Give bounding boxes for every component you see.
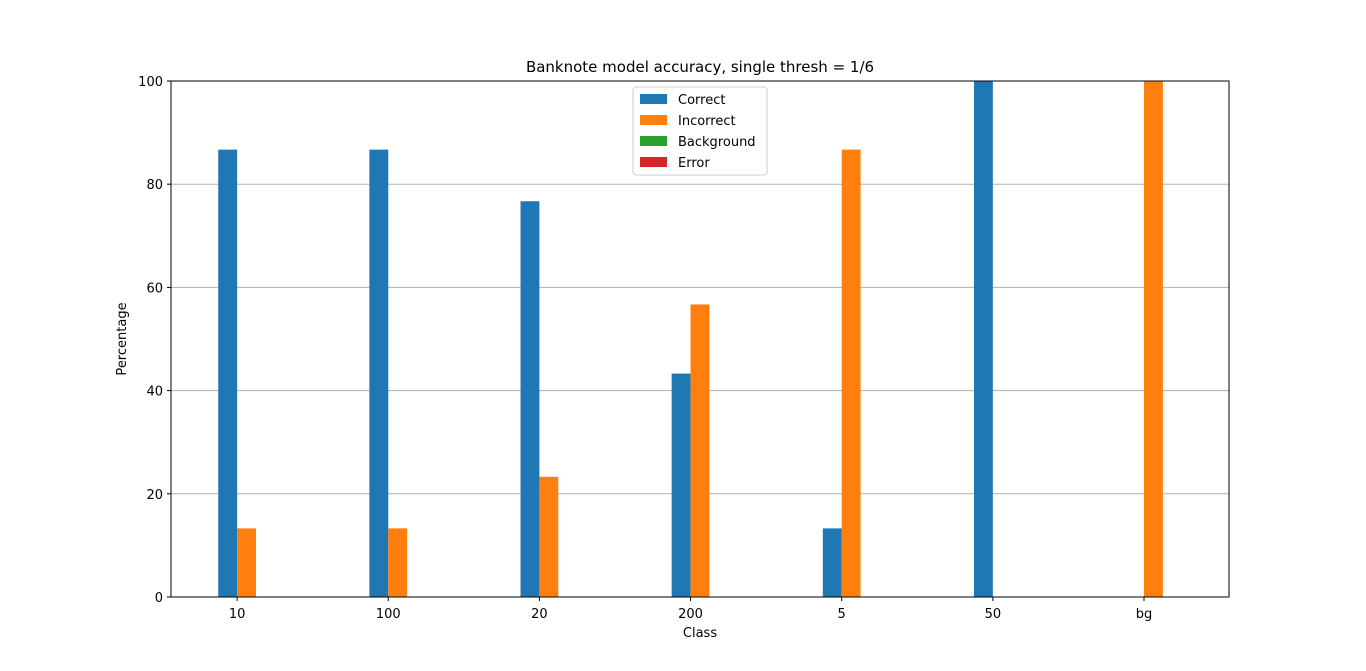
bar-incorrect-10 (237, 528, 257, 597)
legend: Correct Incorrect Background Error (632, 86, 768, 176)
bars (218, 81, 1163, 598)
bar-incorrect-200 (690, 304, 710, 597)
y-tick-label: 0 (155, 591, 163, 606)
legend-swatch-background (640, 136, 667, 146)
bar-correct-10 (218, 149, 238, 598)
bar-correct-50 (973, 81, 993, 597)
y-tick-label: 80 (146, 178, 163, 193)
bar-incorrect-bg (1143, 81, 1163, 597)
legend-label-correct: Correct (678, 93, 725, 108)
x-tick-label: 5 (838, 607, 846, 622)
bar-correct-100 (369, 149, 389, 598)
y-tick-label: 100 (138, 75, 163, 90)
y-axis-label: Percentage (115, 302, 130, 375)
legend-swatch-incorrect (640, 115, 667, 125)
x-tick-label: 200 (678, 607, 703, 622)
bar-correct-5 (822, 528, 842, 597)
x-tick-label: 10 (229, 607, 246, 622)
legend-label-background: Background (678, 135, 756, 150)
bar-incorrect-20 (539, 476, 559, 597)
legend-box (632, 86, 768, 176)
x-tick-label: 20 (531, 607, 548, 622)
legend-label-incorrect: Incorrect (678, 114, 736, 129)
x-tick-label: bg (1136, 607, 1153, 622)
x-axis-label: Class (683, 626, 717, 641)
chart-title: Banknote model accuracy, single thresh =… (526, 58, 874, 76)
x-tick-label: 50 (985, 607, 1002, 622)
x-axis-ticks: 10 100 20 200 5 50 bg (229, 597, 1152, 622)
y-tick-label: 20 (146, 488, 163, 503)
legend-swatch-correct (640, 94, 667, 104)
legend-swatch-error (640, 157, 667, 167)
bar-incorrect-100 (388, 528, 408, 597)
legend-label-error: Error (678, 156, 710, 171)
bar-incorrect-5 (841, 149, 861, 598)
plot-frame (170, 80, 1230, 598)
y-tick-label: 60 (146, 281, 163, 296)
bar-correct-20 (520, 201, 540, 597)
x-tick-label: 100 (376, 607, 401, 622)
bar-correct-200 (671, 373, 691, 597)
y-tick-label: 40 (146, 385, 163, 400)
y-axis-ticks: 0 20 40 60 80 100 (138, 75, 171, 606)
